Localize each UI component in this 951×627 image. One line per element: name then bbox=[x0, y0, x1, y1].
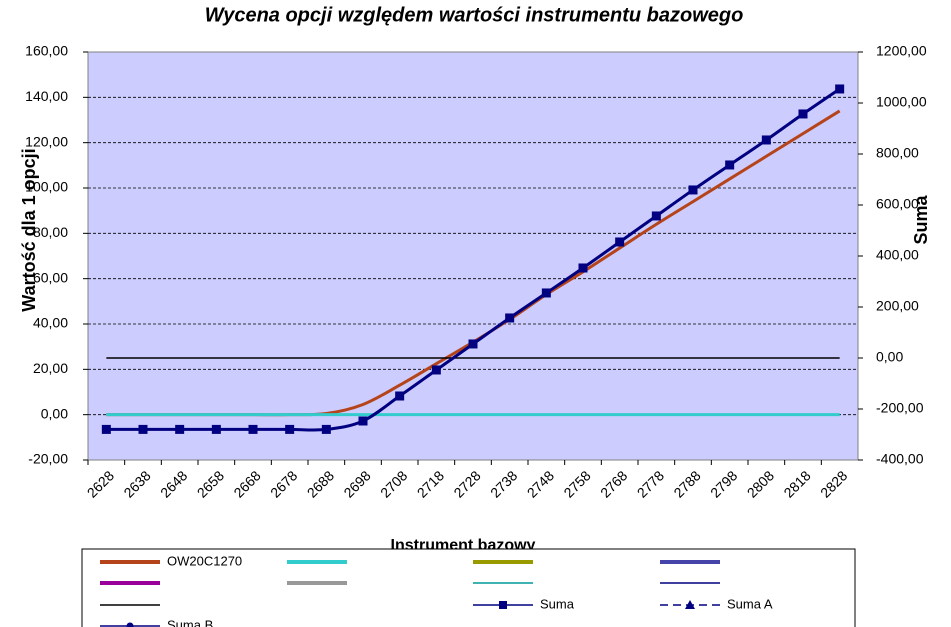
point-marker bbox=[761, 135, 771, 145]
x-tick-label: 2758 bbox=[560, 467, 593, 500]
legend-label: OW20C1270 bbox=[167, 553, 242, 568]
legend-decoration bbox=[100, 560, 720, 585]
point-marker bbox=[431, 365, 441, 375]
y-tick-label: 0,00 bbox=[41, 405, 68, 421]
x-tick-label: 2648 bbox=[157, 467, 190, 500]
legend-label: Suma B bbox=[167, 617, 213, 627]
y-tick-label: 100,00 bbox=[25, 179, 68, 195]
y-tick-label: 80,00 bbox=[33, 224, 68, 240]
x-tick-label: 2658 bbox=[194, 467, 227, 500]
legend-marker bbox=[126, 622, 134, 627]
point-marker bbox=[541, 288, 551, 298]
x-tick-label: 2728 bbox=[450, 467, 483, 500]
point-marker bbox=[505, 313, 515, 323]
x-tick-label: 2788 bbox=[670, 467, 703, 500]
x-tick-label: 2798 bbox=[707, 467, 740, 500]
point-marker bbox=[578, 263, 588, 273]
x-tick-label: 2708 bbox=[377, 467, 410, 500]
x-tick-label: 2808 bbox=[744, 467, 777, 500]
x-tick-label: 2768 bbox=[597, 467, 630, 500]
point-marker bbox=[138, 424, 148, 434]
point-marker bbox=[321, 424, 331, 434]
x-tick-label: 2698 bbox=[340, 467, 373, 500]
y2-axis-label: Suma bbox=[911, 195, 931, 245]
y-tick-label: 40,00 bbox=[33, 315, 68, 331]
y-tick-label: 60,00 bbox=[33, 269, 68, 285]
point-marker bbox=[725, 160, 735, 170]
point-marker bbox=[615, 237, 625, 247]
x-tick-label: 2688 bbox=[304, 467, 337, 500]
point-marker bbox=[101, 424, 111, 434]
y-tick-label: 140,00 bbox=[25, 88, 68, 104]
point-marker bbox=[395, 391, 405, 401]
plot-area bbox=[87, 51, 859, 461]
x-tick-label: 2778 bbox=[634, 467, 667, 500]
y2-tick-label: -400,00 bbox=[876, 451, 924, 467]
x-tick-label: 2828 bbox=[817, 467, 850, 500]
y2-tick-label: 200,00 bbox=[876, 298, 919, 314]
legend bbox=[81, 548, 856, 627]
x-tick-label: 2818 bbox=[780, 467, 813, 500]
point-marker bbox=[175, 424, 185, 434]
point-marker bbox=[248, 424, 258, 434]
point-marker bbox=[285, 424, 295, 434]
x-tick-label: 2678 bbox=[267, 467, 300, 500]
x-tick-label: 2748 bbox=[524, 467, 557, 500]
y2-tick-label: -200,00 bbox=[876, 400, 924, 416]
point-marker bbox=[651, 211, 661, 221]
legend-label: Suma bbox=[540, 596, 575, 611]
y2-tick-label: 800,00 bbox=[876, 145, 919, 161]
chart-title: Wycena opcji względem wartości instrumen… bbox=[205, 4, 744, 26]
point-marker bbox=[688, 185, 698, 195]
y-tick-label: 20,00 bbox=[33, 360, 68, 376]
y-tick-label: 160,00 bbox=[25, 43, 68, 59]
point-marker bbox=[211, 424, 221, 434]
x-tick-label: 2738 bbox=[487, 467, 520, 500]
legend-marker bbox=[685, 600, 695, 609]
y-tick-label: 120,00 bbox=[25, 133, 68, 149]
legend-label: Suma A bbox=[727, 596, 773, 611]
y2-tick-label: 1000,00 bbox=[876, 94, 927, 110]
y-tick-label: -20,00 bbox=[28, 451, 68, 467]
point-marker bbox=[835, 84, 845, 94]
x-tick-label: 2628 bbox=[84, 467, 117, 500]
x-tick-label: 2638 bbox=[120, 467, 153, 500]
x-tick-label: 2668 bbox=[230, 467, 263, 500]
y2-tick-label: 1200,00 bbox=[876, 43, 927, 59]
y2-tick-label: 0,00 bbox=[876, 349, 903, 365]
point-marker bbox=[798, 109, 808, 119]
point-marker bbox=[468, 339, 478, 349]
y2-tick-label: 600,00 bbox=[876, 196, 919, 212]
point-marker bbox=[358, 416, 368, 426]
y-axis-label: Wartość dla 1 opcji bbox=[19, 148, 39, 311]
x-tick-label: 2718 bbox=[414, 467, 447, 500]
y2-tick-label: 400,00 bbox=[876, 247, 919, 263]
legend-marker bbox=[499, 601, 507, 609]
